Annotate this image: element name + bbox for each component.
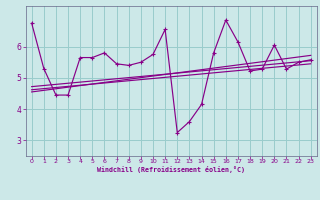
X-axis label: Windchill (Refroidissement éolien,°C): Windchill (Refroidissement éolien,°C) bbox=[97, 166, 245, 173]
